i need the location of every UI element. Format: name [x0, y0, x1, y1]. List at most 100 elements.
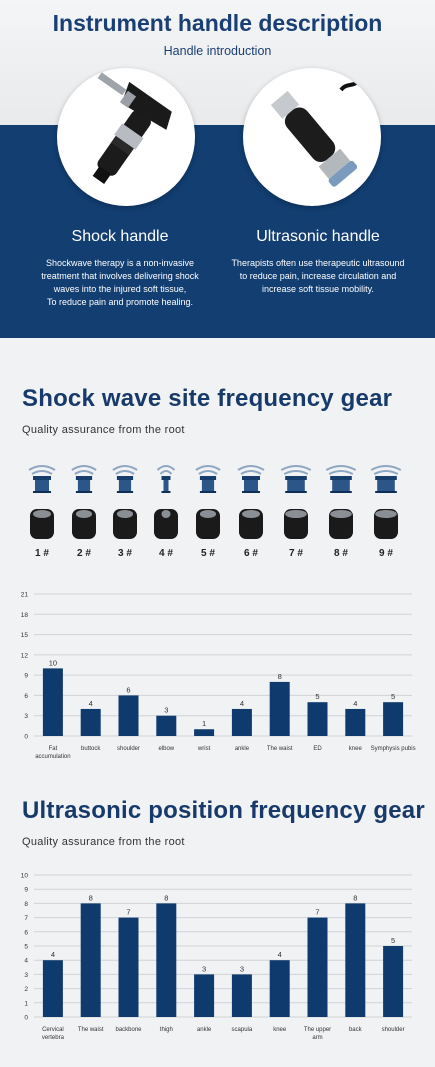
category-label: elbow: [158, 746, 174, 752]
category-label: arm: [312, 1035, 322, 1041]
shock-handle-title: Shock handle: [71, 228, 169, 245]
category-label: ankle: [235, 746, 250, 752]
bar: [231, 974, 252, 1017]
category-label: accumulation: [35, 754, 70, 760]
category-label: knee: [349, 746, 363, 752]
bar: [231, 708, 252, 736]
shock-section-subtitle: Quality assurance from the root: [22, 424, 185, 436]
y-tick-label: 6: [24, 693, 28, 700]
gear-3-image: [110, 460, 140, 570]
y-tick-label: 9: [24, 887, 28, 894]
bar: [307, 702, 328, 736]
category-label: Cervical: [42, 1027, 64, 1033]
gear-5-label: 5 #: [201, 548, 215, 559]
bar: [345, 903, 366, 1017]
category-label: The waist: [267, 746, 293, 752]
bar: [194, 974, 215, 1017]
bar: [269, 960, 290, 1017]
y-tick-label: 0: [24, 734, 28, 741]
gear-3-label: 3 #: [118, 548, 132, 559]
bar: [156, 903, 177, 1017]
bar: [345, 708, 366, 736]
ultrasonic-section-subtitle: Quality assurance from the root: [22, 836, 185, 848]
ultrasonic-handle-image: [243, 68, 381, 206]
gear-7-image: [280, 460, 312, 570]
data-label: 1: [202, 719, 206, 728]
bar: [156, 715, 177, 736]
category-label: The upper: [304, 1027, 331, 1033]
gear-6-image: [236, 460, 266, 570]
category-label: knee: [273, 1027, 287, 1033]
ultrasonic-section-title: Ultrasonic position frequency gear: [22, 797, 425, 824]
page-title: Instrument handle description: [52, 10, 383, 36]
y-tick-label: 21: [21, 592, 29, 599]
data-label: 7: [315, 908, 319, 917]
category-label: Fat: [49, 746, 58, 752]
bar: [80, 903, 101, 1017]
data-label: 5: [391, 936, 395, 945]
y-tick-label: 12: [21, 652, 29, 659]
category-label: Symphysis pubis: [371, 746, 416, 752]
data-label: 4: [278, 950, 282, 959]
shock-handle-image: [57, 68, 195, 206]
data-label: 7: [126, 908, 130, 917]
data-label: 6: [126, 685, 130, 694]
y-tick-label: 0: [24, 1015, 28, 1022]
data-label: 5: [315, 692, 319, 701]
data-label: 3: [164, 706, 168, 715]
data-label: 8: [353, 893, 357, 902]
category-label: shoulder: [117, 746, 140, 752]
y-tick-label: 2: [24, 986, 28, 993]
y-tick-label: 9: [24, 673, 28, 680]
data-label: 10: [49, 658, 57, 667]
data-label: 5: [391, 692, 395, 701]
bar: [383, 946, 404, 1017]
bar: [383, 702, 404, 736]
gear-9-image: [370, 460, 402, 570]
category-label: backbone: [115, 1027, 142, 1033]
gear-7-label: 7 #: [289, 548, 303, 559]
gear-4-image: [151, 460, 181, 570]
category-label: ED: [313, 746, 322, 752]
gear-1-image: [27, 460, 57, 570]
bar: [42, 960, 63, 1017]
gear-8-image: [325, 460, 357, 570]
category-label: back: [349, 1027, 363, 1033]
data-label: 4: [240, 699, 244, 708]
y-tick-label: 5: [24, 944, 28, 951]
category-label: vertebra: [42, 1035, 65, 1041]
y-tick-label: 3: [24, 972, 28, 979]
gear-2-label: 2 #: [77, 548, 91, 559]
bar: [118, 917, 139, 1017]
data-label: 4: [353, 699, 357, 708]
gear-4-label: 4 #: [159, 548, 173, 559]
data-label: 4: [51, 950, 55, 959]
bar: [80, 708, 101, 736]
gear-9-label: 9 #: [379, 548, 393, 559]
bar: [307, 917, 328, 1017]
bar: [118, 695, 139, 736]
data-label: 3: [240, 964, 244, 973]
gear-6-label: 6 #: [244, 548, 258, 559]
page-subtitle: Handle introduction: [163, 44, 272, 58]
ultrasonic-frequency-chart: 0 1 2 3 4 5 6 7 8 9 10 4 Cervical vertebra 8 The waist 7…: [0, 866, 435, 1062]
gear-8-label: 8 #: [334, 548, 348, 559]
y-tick-label: 6: [24, 929, 28, 936]
category-label: ankle: [197, 1027, 212, 1033]
y-tick-label: 4: [24, 958, 28, 965]
y-tick-label: 7: [24, 915, 28, 922]
shock-handle-description: Shockwave therapy is a non-invasive trea…: [41, 258, 199, 307]
data-label: 3: [202, 964, 206, 973]
ultrasonic-handle-title: Ultrasonic handle: [256, 228, 380, 245]
category-label: wrist: [197, 746, 211, 752]
shock-frequency-chart: 0 3 6 9 12 15 18 21 10 Fat accumulation 4 buttock 6 sh…: [0, 585, 435, 761]
bar: [194, 729, 215, 736]
y-tick-label: 1: [24, 1000, 28, 1007]
y-tick-label: 3: [24, 713, 28, 720]
y-tick-label: 8: [24, 901, 28, 908]
shock-chart-svg: 03691215182110Fataccumulation4buttock6sh…: [21, 592, 416, 761]
bar: [269, 681, 290, 736]
category-label: buttock: [81, 746, 101, 752]
data-label: 8: [278, 672, 282, 681]
gear-1-label: 1 #: [35, 548, 49, 559]
